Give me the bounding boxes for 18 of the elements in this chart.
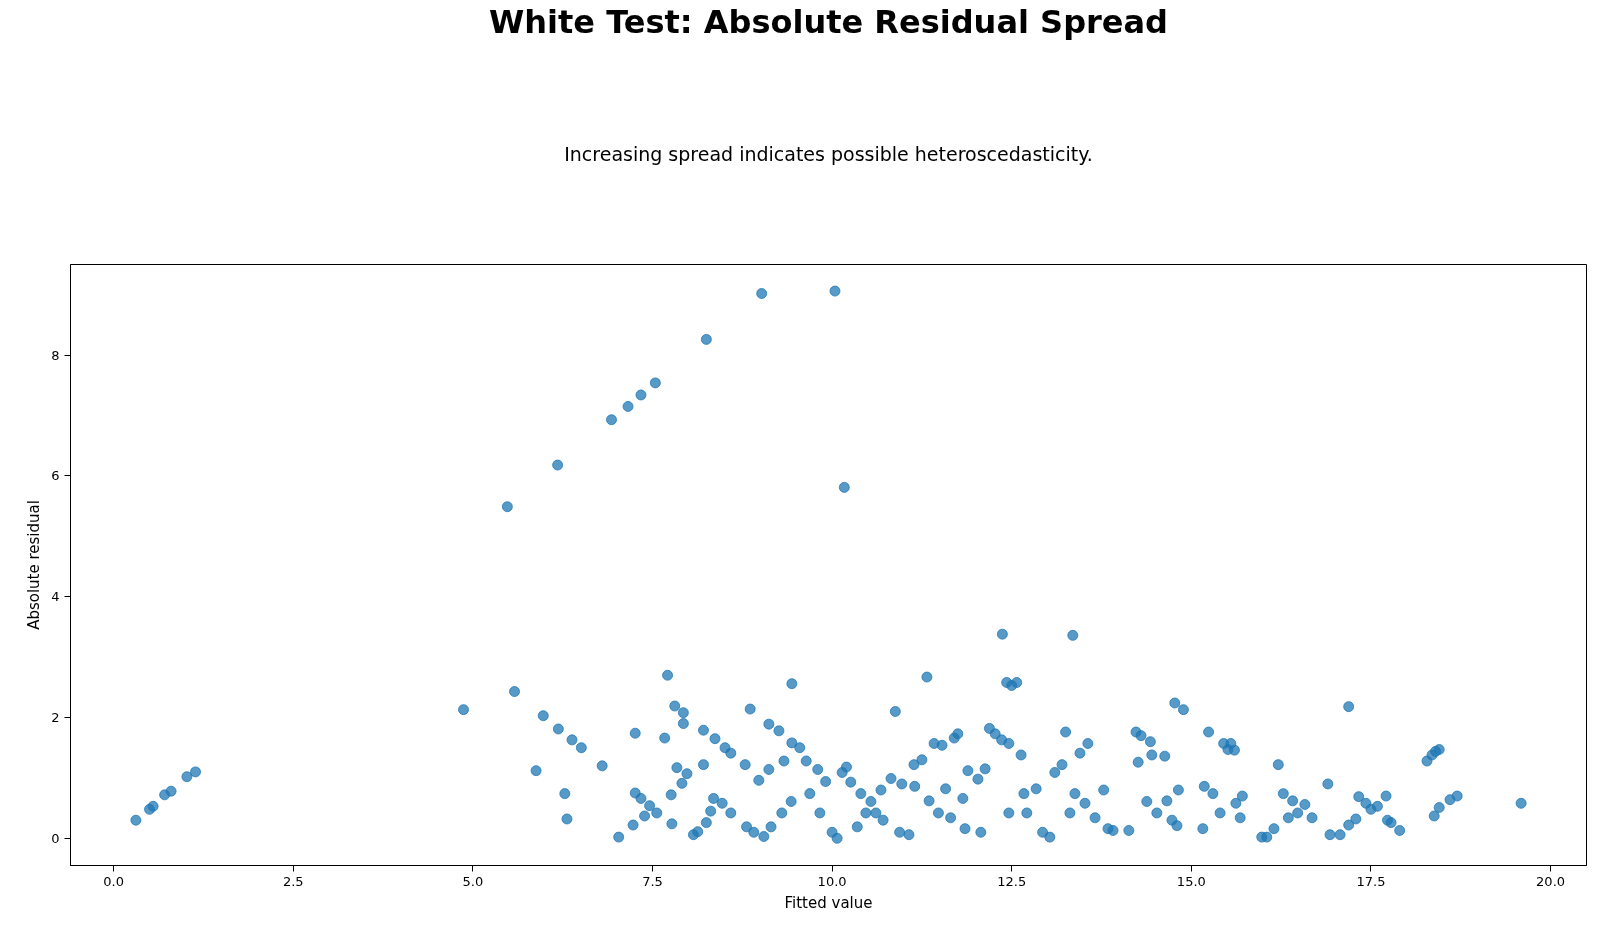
x-tick-label: 7.5 [642,873,663,889]
x-tick-label: 0.0 [103,873,124,889]
x-tick-label: 10.0 [817,873,847,889]
x-tick-label: 5.0 [462,873,484,889]
y-tick-label: 2 [51,710,60,726]
chart-title: White Test: Absolute Residual Spread [488,2,1169,41]
x-tick-label: 2.5 [282,873,304,889]
x-tick-label: 20.0 [1536,873,1566,889]
y-tick-label: 0 [51,830,60,846]
y-tick-label: 6 [51,468,60,484]
x-tick-label: 15.0 [1176,873,1206,889]
y-tick-label: 8 [51,347,60,363]
y-axis-title: Absolute residual [25,500,44,630]
x-axis-title: Fitted value [784,893,873,912]
x-tick-label: 12.5 [997,873,1027,889]
x-tick-label: 17.5 [1356,873,1386,889]
y-tick-label: 4 [51,589,60,605]
chart-subtitle: Increasing spread indicates possible heteroscedasticity. [564,142,1093,165]
